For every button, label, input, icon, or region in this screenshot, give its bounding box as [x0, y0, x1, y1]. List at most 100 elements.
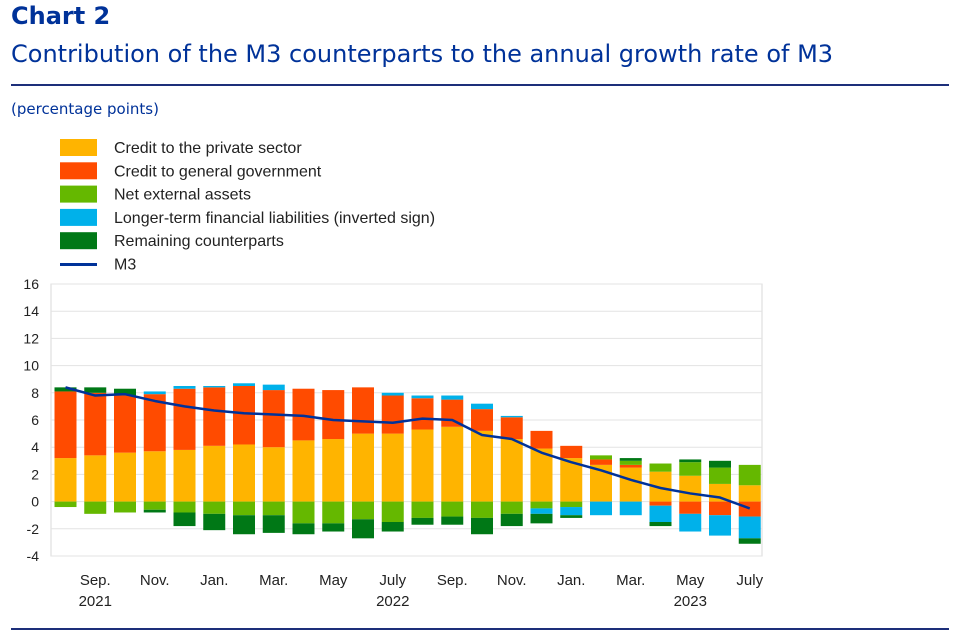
bar-segment-remaining-counterparts [173, 512, 196, 527]
bar-segment-credit-to-general-government [411, 398, 434, 430]
bar-segment-remaining-counterparts [352, 519, 374, 539]
bar-segment-longer-term-financial-liabilities-inverted-sign [500, 415, 523, 418]
bar-segment-credit-to-the-private-sector [352, 433, 374, 502]
bar-segment-credit-to-general-government [679, 501, 702, 514]
bar-segment-net-external-assets [441, 501, 464, 517]
bar-segment-remaining-counterparts [471, 517, 493, 535]
bar-segment-credit-to-the-private-sector [560, 458, 583, 502]
x-tick-label: May [676, 572, 705, 589]
legend-label-net-external-assets: Net external assets [114, 187, 251, 204]
bar-segment-credit-to-the-private-sector [411, 429, 434, 502]
bar-segment-net-external-assets [262, 501, 285, 516]
bar-segment-credit-to-the-private-sector [233, 444, 255, 502]
bar-segment-remaining-counterparts [114, 388, 136, 396]
bar-segment-net-external-assets [590, 455, 612, 460]
bar-segment-remaining-counterparts [262, 515, 285, 533]
title-rule [11, 84, 949, 86]
bar-segment-credit-to-the-private-sector [54, 458, 77, 502]
bar-segment-credit-to-the-private-sector [530, 448, 553, 502]
bar-segment-remaining-counterparts [709, 460, 731, 468]
bar-segment-remaining-counterparts [203, 513, 226, 531]
legend-swatch-credit-to-general-government [60, 162, 97, 180]
legend-swatch-remaining-counterparts [60, 232, 97, 250]
bar-segment-longer-term-financial-liabilities-inverted-sign [649, 505, 672, 522]
legend-label-longer-term-financial-liabilities-inverted-sign: Longer-term financial liabilities (inver… [114, 210, 435, 227]
bar-segment-credit-to-general-government [619, 464, 642, 468]
bar-segment-credit-to-general-government [649, 501, 672, 506]
bar-segment-net-external-assets [203, 501, 226, 514]
x-tick-label: Jan. [557, 572, 585, 589]
y-tick-label: 10 [23, 358, 39, 374]
y-tick-label: 16 [23, 276, 39, 292]
legend-label-credit-to-the-private-sector: Credit to the private sector [114, 140, 302, 157]
bar-segment-credit-to-the-private-sector [649, 471, 672, 502]
bar-segment-longer-term-financial-liabilities-inverted-sign [619, 501, 642, 516]
x-axis: Sep. 2021 Nov. Jan. Mar. May July 2022 Sep. Nov. J… [79, 572, 764, 610]
bar-segment-credit-to-the-private-sector [381, 433, 404, 502]
bar-segment-longer-term-financial-liabilities-inverted-sign [203, 386, 226, 388]
x-tick-label: Nov. [140, 572, 170, 589]
bar-segment-remaining-counterparts [738, 538, 761, 544]
y-tick-label: 2 [31, 466, 39, 482]
bar-segment-longer-term-financial-liabilities-inverted-sign [441, 395, 464, 400]
bar-segment-net-external-assets [84, 501, 107, 514]
bar-segment-credit-to-general-government [203, 387, 226, 446]
bar-segment-credit-to-general-government [471, 409, 493, 431]
bar-segment-remaining-counterparts [619, 458, 642, 461]
y-tick-label: 8 [31, 385, 39, 401]
bar-segment-credit-to-general-government [500, 417, 523, 440]
bar-segment-longer-term-financial-liabilities-inverted-sign [381, 392, 404, 396]
bar-segment-credit-to-general-government [292, 388, 315, 441]
bar-segment-remaining-counterparts [411, 517, 434, 525]
x-tick-label: May [319, 572, 348, 589]
x-tick-label: Mar. [259, 572, 288, 589]
bar-segment-longer-term-financial-liabilities-inverted-sign [560, 507, 583, 516]
bar-segment-credit-to-general-government [84, 392, 107, 456]
bar-segment-credit-to-general-government [233, 386, 255, 445]
bar-segment-net-external-assets [500, 501, 523, 514]
bar-segment-remaining-counterparts [530, 513, 553, 524]
bar-segment-net-external-assets [114, 501, 136, 513]
bar-segment-credit-to-general-government [709, 501, 731, 516]
bar-segment-credit-to-the-private-sector [203, 445, 226, 502]
bar-segment-net-external-assets [619, 460, 642, 465]
bar-segment-remaining-counterparts [84, 387, 107, 393]
bar-segment-credit-to-general-government [738, 501, 761, 517]
bar-segment-longer-term-financial-liabilities-inverted-sign [233, 383, 255, 386]
bar-segment-credit-to-the-private-sector [679, 475, 702, 502]
bar-segment-longer-term-financial-liabilities-inverted-sign [173, 386, 196, 389]
legend-swatch-credit-to-the-private-sector [60, 139, 97, 156]
m3-line [65, 386, 751, 510]
bar-segment-remaining-counterparts [441, 516, 464, 525]
bar-segment-longer-term-financial-liabilities-inverted-sign [411, 395, 434, 399]
bar-segment-remaining-counterparts [322, 523, 345, 532]
bar-segment-longer-term-financial-liabilities-inverted-sign [262, 384, 285, 391]
bar-segment-credit-to-general-government [381, 395, 404, 434]
footer-rule [11, 628, 949, 630]
bar-segment-net-external-assets [679, 462, 702, 476]
chart-title: Contribution of the M3 counterparts to t… [11, 40, 834, 68]
bar-segment-net-external-assets [54, 501, 77, 508]
bar-segment-credit-to-general-government [560, 445, 583, 459]
bar-segment-longer-term-financial-liabilities-inverted-sign [143, 391, 166, 395]
bar-segment-credit-to-the-private-sector [471, 430, 493, 502]
x-year-label: 2022 [376, 593, 409, 610]
x-tick-label: Sep. [437, 572, 468, 589]
x-year-label: 2023 [674, 593, 707, 610]
bar-segment-net-external-assets [292, 501, 315, 524]
bar-segment-credit-to-the-private-sector [143, 451, 166, 502]
x-tick-label: Jan. [200, 572, 228, 589]
legend-label-credit-to-general-government: Credit to general government [114, 163, 322, 180]
bar-segment-remaining-counterparts [679, 459, 702, 463]
bar-segment-net-external-assets [649, 463, 672, 472]
chart-label: Chart 2 [11, 2, 111, 30]
y-tick-label: 4 [31, 439, 39, 455]
bar-segment-net-external-assets [471, 501, 493, 518]
y-tick-label: -4 [27, 548, 40, 564]
bar-segment-credit-to-general-government [530, 430, 553, 449]
bar-segment-credit-to-the-private-sector [709, 483, 731, 502]
bar-segment-credit-to-the-private-sector [590, 464, 612, 502]
x-tick-label: Sep. [80, 572, 111, 589]
bar-segment-longer-term-financial-liabilities-inverted-sign [471, 403, 493, 410]
bar-segment-net-external-assets [381, 501, 404, 522]
